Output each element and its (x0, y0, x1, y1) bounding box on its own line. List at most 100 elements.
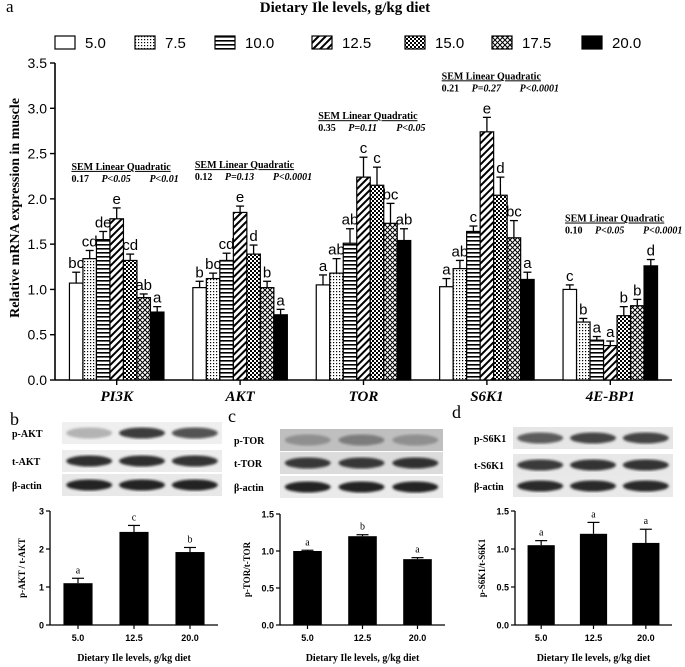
blot-band (622, 459, 669, 471)
blot-band (284, 481, 331, 493)
bar (95, 239, 111, 381)
bar (329, 272, 344, 381)
significance-letter: a (319, 258, 328, 275)
x-axis-label: Dietary Ile levels, g/kg diet (537, 653, 651, 664)
y-tick-label: 2.5 (28, 146, 48, 162)
blot-band (517, 459, 564, 471)
bar (273, 314, 288, 381)
y-tick-label: 0.5 (496, 583, 509, 593)
bar (493, 194, 508, 381)
significance-letter: e (483, 100, 491, 117)
chart-d: 0.0 0.5 1.0 1.5 a 5.0 a 12.5 a 20.0 Dietary Ile le… (477, 507, 672, 664)
significance-letter: d (496, 160, 504, 177)
bar (356, 176, 371, 381)
panel-label-c: c (228, 406, 236, 426)
significance-letter: bc (383, 186, 399, 203)
y-tick-label: 1.0 (28, 281, 48, 297)
blot-label: p-TOR (234, 436, 265, 447)
y-tick-label: 0.0 (261, 621, 274, 631)
significance-letter: ab (452, 243, 469, 260)
stats-linear: P=0.13 (225, 172, 254, 183)
legend-swatch (404, 35, 426, 50)
stats-quadratic: P<0.0001 (520, 83, 559, 94)
stats-linear: P<0.05 (595, 226, 624, 237)
chart-a-title: Dietary Ile levels, g/kg diet (260, 0, 430, 16)
blot-band (119, 479, 165, 491)
blot-band (338, 481, 385, 493)
stats-sem: 0.35 (318, 123, 336, 134)
chart-a: 0.00.51.01.52.02.53.03.5bccddeecdabaPI3K… (28, 55, 683, 405)
y-tick-label: 0 (39, 621, 44, 631)
x-tick-label: S6K1 (470, 389, 503, 405)
blot-band (338, 434, 385, 446)
significance-letter: c (470, 209, 478, 226)
bar (562, 288, 578, 381)
y-tick-label: 1.0 (261, 547, 274, 557)
blot-band (284, 434, 331, 446)
stats-linear: P=0.11 (348, 123, 377, 134)
blot-band (66, 427, 113, 439)
bar (616, 315, 632, 381)
bar (643, 265, 659, 381)
y-tick-label: 2 (39, 545, 44, 555)
blot-band (392, 434, 439, 446)
significance-letter: a (644, 516, 649, 527)
stats-sem: 0.10 (565, 226, 583, 237)
significance-letter: a (539, 528, 544, 539)
significance-letter: a (606, 324, 615, 341)
significance-letter: b (620, 290, 628, 307)
significance-letter: c (132, 512, 137, 523)
significance-letter: b (188, 534, 193, 545)
panel-label-a: a (6, 0, 14, 16)
x-tick-label: 5.0 (535, 633, 548, 643)
blot-label: t-AKT (12, 457, 41, 468)
stats-sem: 0.12 (195, 172, 213, 183)
legend: 5.0 7.5 10.0 12.5 15.0 17.5 20.0 (54, 35, 641, 52)
bar (315, 284, 331, 381)
blot-band (171, 455, 218, 467)
x-tick-label: 12.5 (354, 633, 372, 643)
y-axis-label: p-TOR/t-TOR (242, 541, 252, 597)
y-tick-label: 3.5 (28, 55, 48, 71)
y-tick-label: 1.5 (261, 510, 274, 520)
blot-band (622, 480, 669, 492)
y-tick-label: 0.5 (28, 327, 48, 343)
blot-band (570, 459, 616, 471)
stats-header: SEM Linear Quadratic (442, 71, 542, 82)
bar (63, 583, 93, 625)
stats-sem: 0.17 (71, 174, 89, 185)
chart-b: 0 1 2 3 a 5.0 c 12.5 b 20.0 Dietary Ile levels, g/… (17, 507, 218, 664)
y-tick-label: 1.5 (28, 236, 48, 252)
blot-band (171, 427, 218, 439)
y-tick-label: 0.0 (496, 621, 509, 631)
significance-letter: e (236, 189, 244, 206)
significance-letter: ab (328, 242, 345, 259)
blot-band (66, 479, 113, 491)
blot-band (284, 457, 331, 469)
blot-label: p-S6K1 (474, 434, 506, 445)
bar (439, 286, 454, 381)
stats-header: SEM Linear Quadratic (318, 111, 418, 122)
bar (259, 287, 275, 381)
y-tick-label: 2.0 (28, 191, 48, 207)
x-tick-label: 20.0 (637, 633, 655, 643)
legend-swatch (491, 35, 513, 50)
significance-letter: b (263, 264, 271, 281)
bar (629, 305, 645, 381)
significance-letter: d (647, 243, 655, 260)
blot-band (517, 432, 564, 444)
bar (293, 551, 322, 625)
y-tick-label: 3 (39, 507, 44, 517)
bar (520, 278, 535, 381)
significance-letter: b (633, 282, 641, 299)
panel-label-b: b (10, 409, 19, 429)
significance-letter: b (195, 264, 203, 281)
significance-letter: bc (205, 256, 221, 273)
legend-label: 17.5 (522, 35, 551, 52)
blot-band (338, 457, 385, 469)
legend-swatch (54, 35, 76, 50)
legend-label: 20.0 (612, 35, 641, 52)
significance-letter: b (360, 522, 365, 533)
legend-swatch (311, 35, 333, 50)
bar (575, 321, 591, 381)
